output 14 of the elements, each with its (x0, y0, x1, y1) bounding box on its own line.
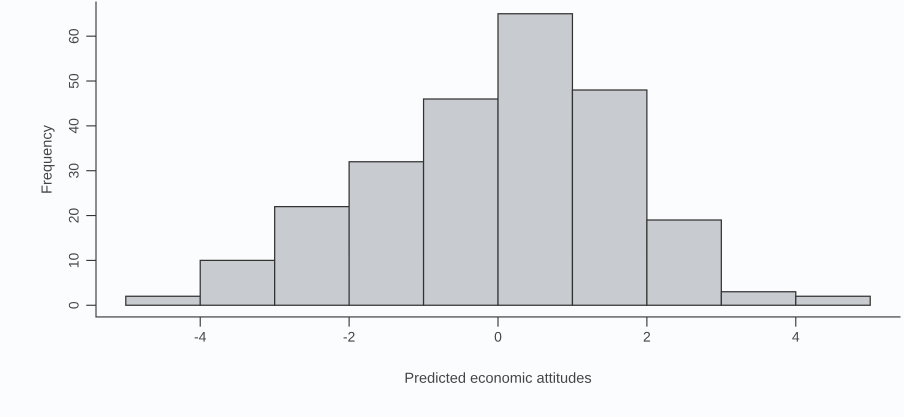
y-tick-label: 0 (68, 302, 79, 309)
x-axis-title: Predicted economic attitudes (406, 372, 592, 383)
y-tick-label: 20 (68, 208, 79, 223)
x-tick-label: 2 (644, 332, 650, 342)
y-tick-label: 10 (68, 253, 79, 268)
x-tick-label: -2 (344, 332, 355, 342)
y-tick-label: 30 (68, 164, 79, 178)
y-tick-label: 60 (68, 28, 79, 44)
x-tick-label: 4 (792, 332, 800, 342)
y-axis-title: Frequency (42, 125, 55, 193)
x-tick-label: -4 (194, 332, 206, 342)
y-tick-label: 40 (68, 118, 79, 134)
x-tick-label: 0 (494, 332, 502, 342)
y-tick-label: 50 (68, 74, 79, 88)
